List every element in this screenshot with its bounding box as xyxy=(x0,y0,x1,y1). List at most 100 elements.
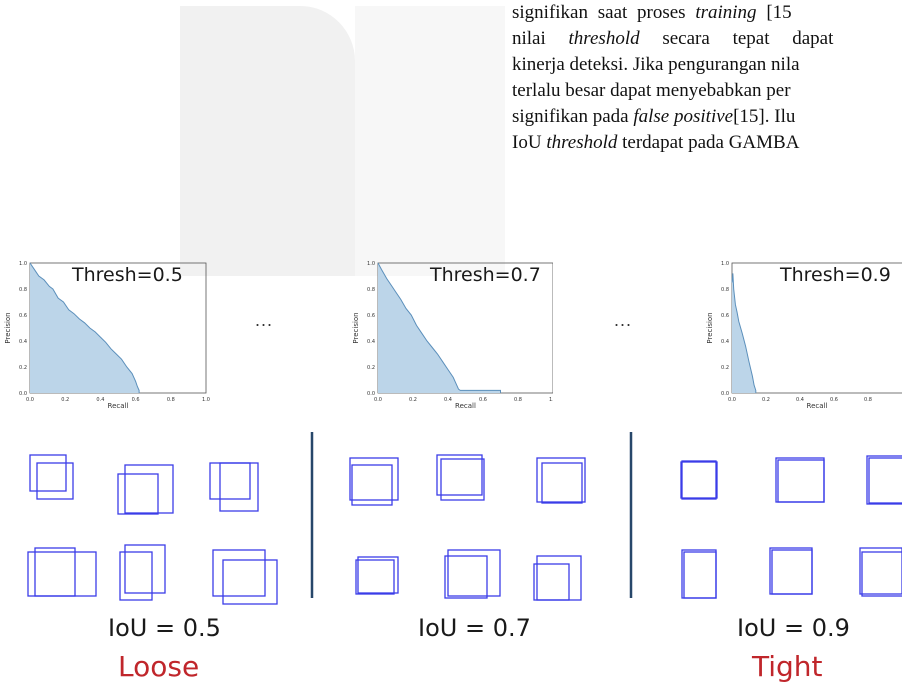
pr-chart-thresh-0-5: 0.0 0.2 0.4 0.6 0.8 1.0 0.0 0.2 0.4 0.6 0.8 1.0 Reca… xyxy=(4,261,210,410)
iou-label-0-5: IoU = 0.5 xyxy=(108,614,221,642)
bounding-box xyxy=(212,549,266,597)
bounding-box xyxy=(36,462,74,500)
x-tick-label: 0.6 xyxy=(132,397,140,403)
bounding-box xyxy=(124,544,166,594)
bounding-box xyxy=(355,559,395,595)
text-run: threshold xyxy=(568,28,640,49)
x-tick-label: 0.8 xyxy=(514,397,522,403)
y-tick-label: 0.8 xyxy=(19,287,27,293)
body-paragraph: signifikan saat proses training [15 nilai… xyxy=(512,0,902,156)
x-tick-label: 0.0 xyxy=(26,397,34,403)
paragraph-line: nilai threshold secara tepat dapat xyxy=(512,26,902,52)
bounding-box xyxy=(680,461,718,499)
threshold-annotation: Thresh=0.9 xyxy=(779,264,891,286)
watermark-shape xyxy=(180,6,355,276)
text-run: training xyxy=(695,2,757,23)
y-tick-label: 0.6 xyxy=(367,313,375,319)
bounding-box xyxy=(440,458,485,501)
paragraph-line: signifikan saat proses training [15 xyxy=(512,0,902,26)
x-tick-label: 0.0 xyxy=(728,397,736,403)
bounding-box xyxy=(444,555,488,599)
x-axis-label: Recall xyxy=(455,402,476,410)
text-run: terlalu besar dapat menyebabkan per xyxy=(512,80,791,101)
bounding-box xyxy=(351,464,393,506)
text-run: [15 xyxy=(756,2,792,23)
y-tick-label: 0.2 xyxy=(367,365,375,371)
bounding-box xyxy=(222,559,278,605)
tight-label: Tight xyxy=(752,650,823,683)
bounding-box xyxy=(683,551,717,599)
paragraph-line: signifikan pada false positive[15]. Ilu xyxy=(512,104,902,130)
x-tick-label: 0.2 xyxy=(409,397,417,403)
bounding-box xyxy=(357,556,399,594)
pr-curve xyxy=(377,262,501,393)
ellipsis-left: ... xyxy=(255,310,274,330)
y-tick-label: 0.4 xyxy=(367,339,375,345)
text-run: terdapat pada GAMBA xyxy=(617,132,800,153)
bounding-box xyxy=(219,462,259,512)
bounding-box xyxy=(29,454,67,492)
bounding-box xyxy=(866,455,902,505)
bounding-box xyxy=(536,457,586,503)
bounding-box xyxy=(124,464,174,514)
pr-curve xyxy=(29,262,140,393)
iou-label-0-7: IoU = 0.7 xyxy=(418,614,531,642)
y-tick-label: 0.6 xyxy=(721,313,729,319)
pr-curve xyxy=(731,273,757,393)
bounding-box xyxy=(117,473,159,515)
x-tick-label: 0.0 xyxy=(374,397,382,403)
paragraph-line: kinerja deteksi. Jika pengurangan nila xyxy=(512,52,902,78)
bounding-box xyxy=(769,547,813,595)
bounding-box xyxy=(34,547,76,597)
y-axis-label: Precision xyxy=(352,312,360,343)
loose-label: Loose xyxy=(118,650,200,683)
y-tick-label: 0.6 xyxy=(19,313,27,319)
x-tick-label: 0.2 xyxy=(762,397,770,403)
text-run: signifikan pada xyxy=(512,106,634,127)
pr-chart-thresh-0-9: 0.0 0.2 0.4 0.6 0.8 0.0 0.2 0.4 0.6 0.8 1.0 Recall P… xyxy=(706,261,902,410)
bounding-box xyxy=(447,549,501,597)
y-tick-label: 0.8 xyxy=(721,287,729,293)
bounding-box xyxy=(436,454,483,496)
y-tick-label: 1.0 xyxy=(367,261,375,267)
x-tick-label: 0.8 xyxy=(864,397,872,403)
text-run: kinerja deteksi. Jika pengurangan nila xyxy=(512,54,800,75)
x-tick-label: 0.4 xyxy=(796,397,804,403)
ellipsis-right: ... xyxy=(614,310,633,330)
pr-chart-thresh-0-7: 0.0 0.2 0.4 0.6 0.8 1.0 0.0 0.2 0.4 0.6 0.8 1.0 Reca… xyxy=(352,261,553,410)
watermark-shape-secondary xyxy=(355,6,505,276)
bounding-box xyxy=(868,457,902,504)
y-tick-label: 0.2 xyxy=(19,365,27,371)
bounding-box xyxy=(681,549,717,599)
y-tick-label: 0.0 xyxy=(19,391,27,397)
bounding-box-illustration xyxy=(27,432,902,605)
bounding-box xyxy=(536,555,582,601)
text-run: signifikan saat proses xyxy=(512,2,696,23)
y-axis-label: Precision xyxy=(4,312,12,343)
bounding-box xyxy=(777,459,825,503)
bounding-box xyxy=(533,563,570,601)
x-axis-label: Recall xyxy=(108,402,129,410)
paragraph-line: IoU threshold terdapat pada GAMBA xyxy=(512,130,902,156)
threshold-annotation: Thresh=0.5 xyxy=(71,264,183,286)
paragraph-line: terlalu besar dapat menyebabkan per xyxy=(512,78,902,104)
bounding-box xyxy=(119,551,153,601)
bounding-box xyxy=(541,462,583,504)
y-tick-label: 1.0 xyxy=(19,261,27,267)
pr-area xyxy=(378,263,501,393)
x-tick-label: 0.8 xyxy=(167,397,175,403)
y-tick-label: 0.4 xyxy=(19,339,27,345)
bounding-box xyxy=(859,547,902,595)
x-tick-label: 0.4 xyxy=(96,397,104,403)
text-run: secara tepat dapat xyxy=(639,28,834,49)
y-tick-label: 0.2 xyxy=(721,365,729,371)
y-tick-label: 0.8 xyxy=(367,287,375,293)
y-tick-label: 0.0 xyxy=(721,391,729,397)
pr-area xyxy=(732,273,756,393)
iou-label-0-9: IoU = 0.9 xyxy=(737,614,850,642)
x-tick-label: 1.0 xyxy=(549,397,553,403)
bounding-box xyxy=(209,462,251,500)
bounding-box xyxy=(861,551,902,597)
x-tick-label: 0.6 xyxy=(830,397,838,403)
y-tick-label: 0.4 xyxy=(721,339,729,345)
